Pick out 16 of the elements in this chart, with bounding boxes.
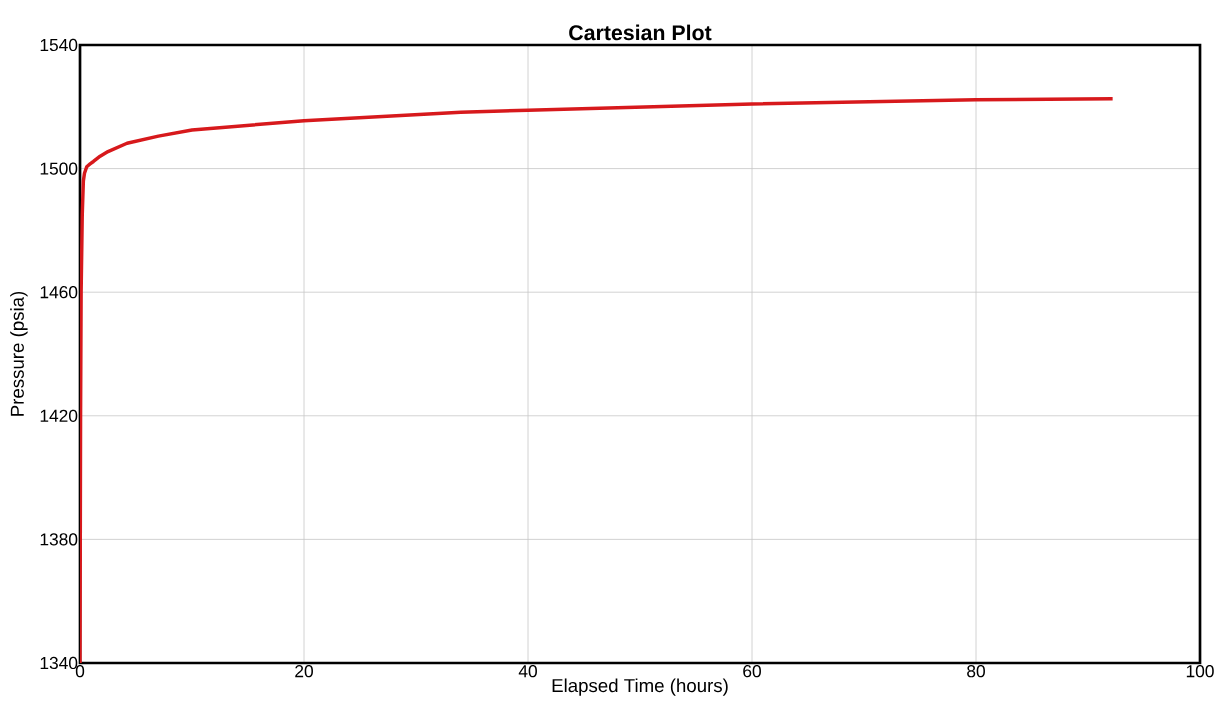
- y-tick-label: 1500: [40, 162, 78, 175]
- y-tick-label: 1460: [40, 286, 78, 299]
- x-axis-title: Elapsed Time (hours): [552, 678, 728, 696]
- x-tick-label: 60: [743, 665, 761, 678]
- y-tick-label: 1380: [40, 533, 78, 546]
- y-tick-label: 1420: [40, 409, 78, 422]
- y-axis-title: Pressure (psia): [10, 291, 28, 416]
- chart-title: Cartesian Plot: [569, 24, 712, 41]
- x-tick-label: 40: [518, 665, 537, 678]
- y-tick-label: 1540: [40, 38, 78, 52]
- x-tick-label: 0: [75, 665, 85, 678]
- x-tick-label: 100: [1186, 665, 1214, 678]
- line-series: [80, 97, 1115, 663]
- x-tick-label: 80: [967, 665, 985, 678]
- x-tick-label: 20: [295, 665, 313, 678]
- y-tick-label: 1340: [40, 656, 78, 670]
